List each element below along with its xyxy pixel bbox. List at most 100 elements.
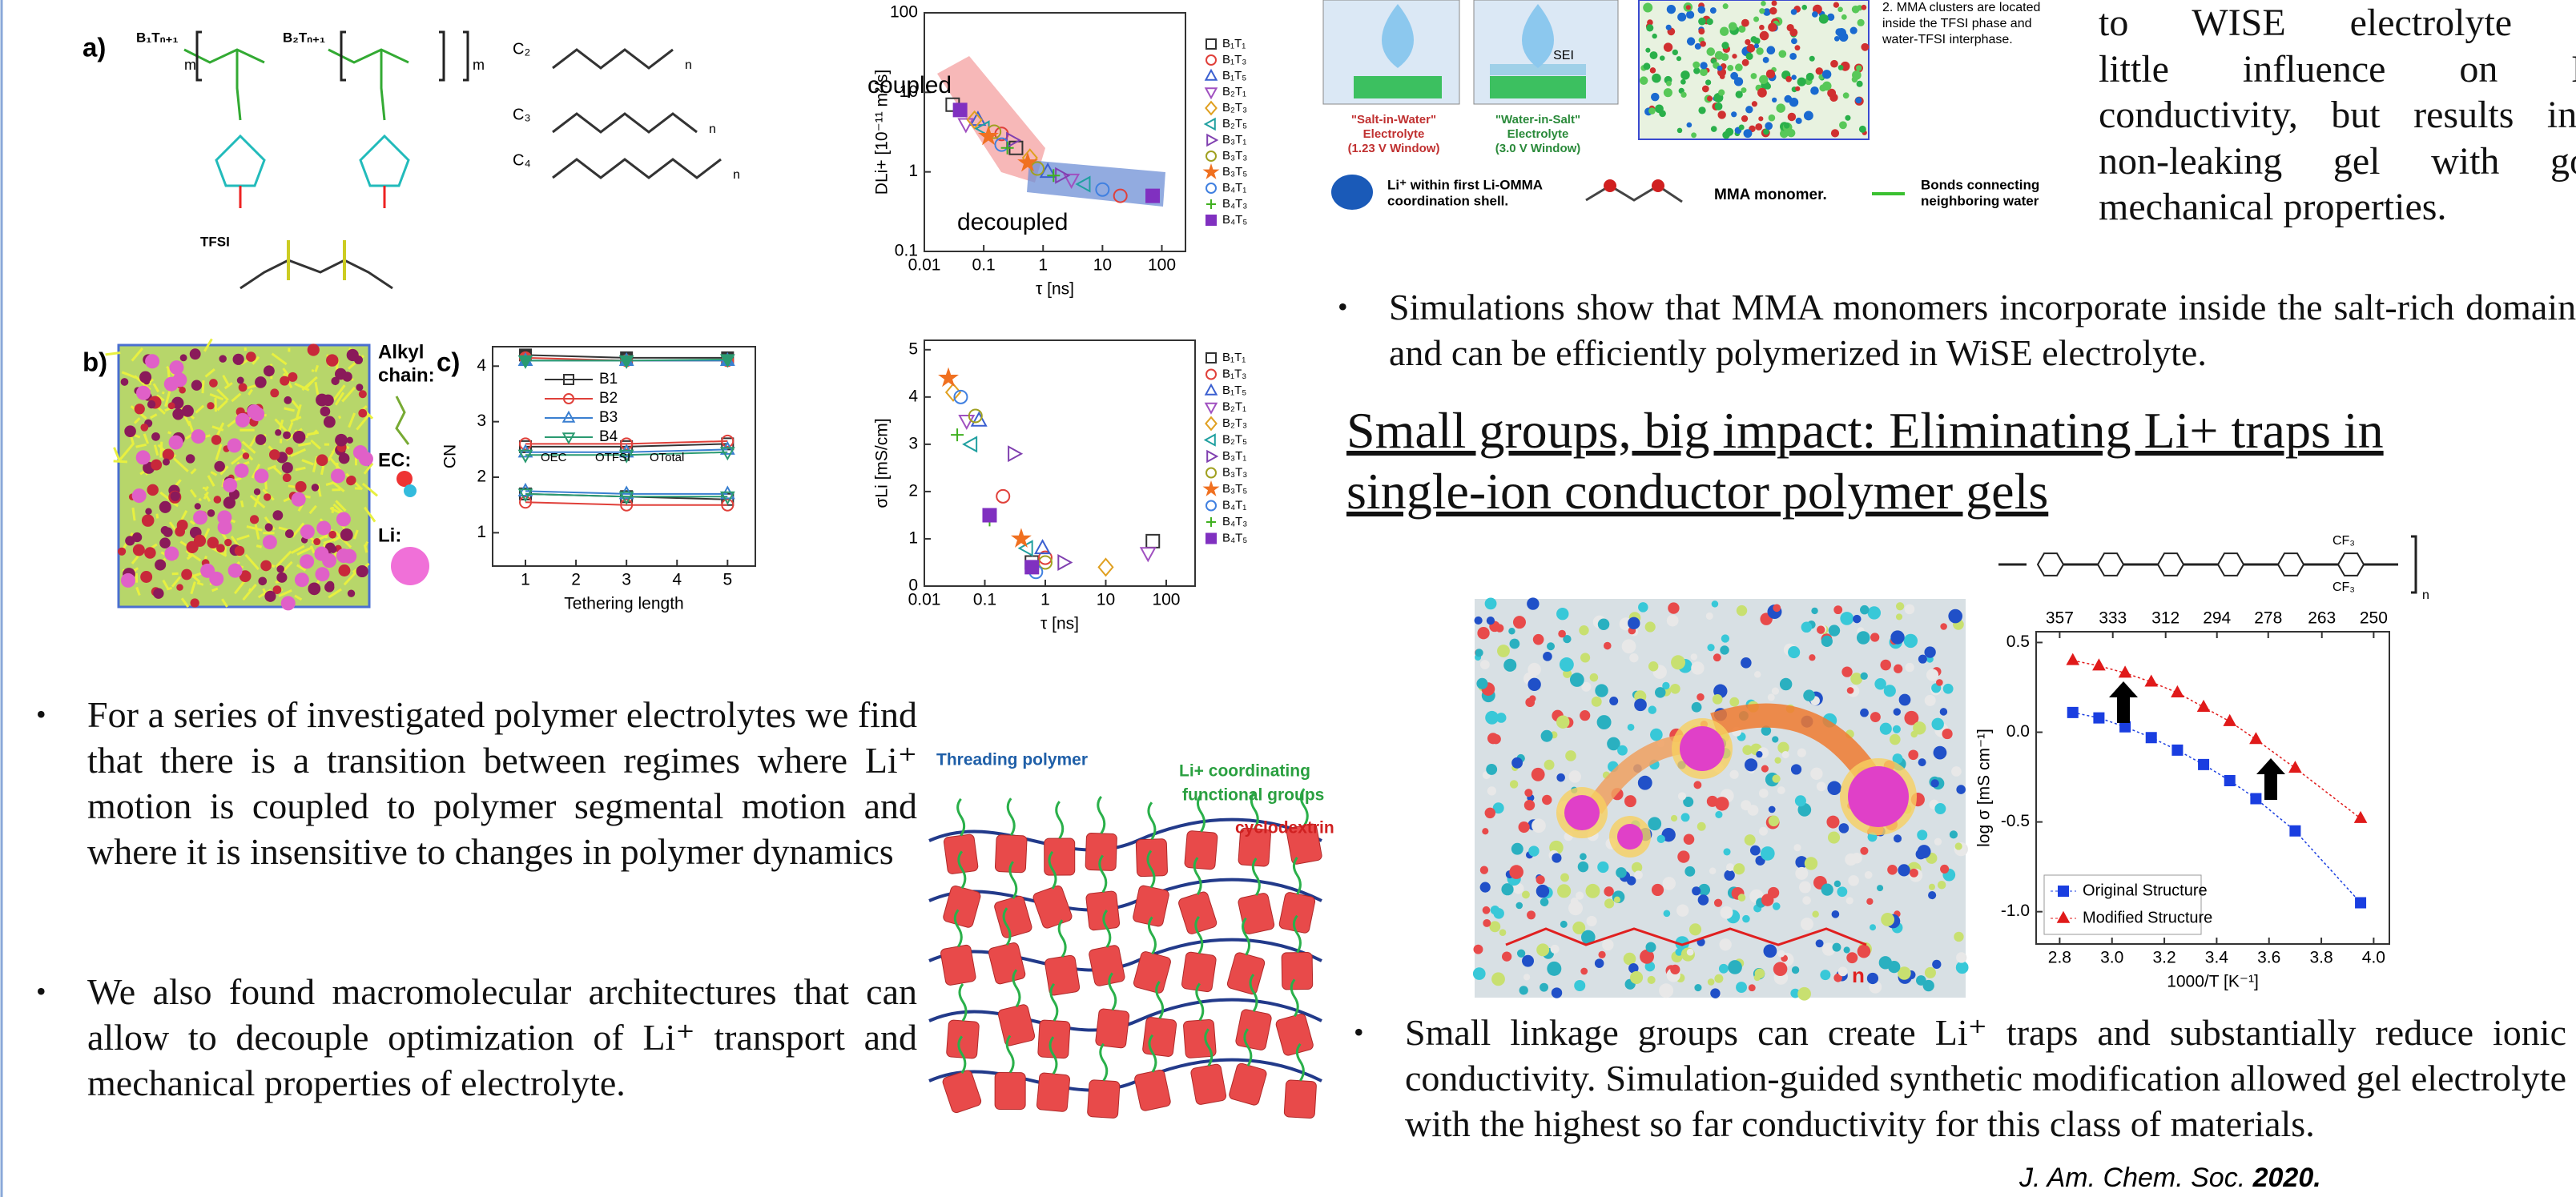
data-point xyxy=(983,508,996,521)
atom xyxy=(135,404,145,414)
atom xyxy=(1817,625,1825,633)
atom xyxy=(342,372,352,381)
atom xyxy=(1650,67,1656,73)
atom xyxy=(1769,816,1780,827)
x2-tick-label: 263 xyxy=(2308,609,2336,628)
atom xyxy=(1664,88,1672,97)
atom xyxy=(1795,795,1806,806)
atom xyxy=(1812,911,1818,918)
li-ion xyxy=(235,464,249,478)
atom xyxy=(324,416,336,428)
cyclodextrin-ring xyxy=(1085,833,1117,870)
cyclodextrin-ring xyxy=(1038,1020,1071,1058)
atom xyxy=(219,355,227,363)
atom xyxy=(1487,786,1496,795)
data-point xyxy=(996,490,1009,503)
chain xyxy=(199,499,201,501)
cyclodextrin-ring xyxy=(1282,952,1313,990)
atom xyxy=(1954,932,1963,942)
atom xyxy=(1742,915,1750,923)
atom xyxy=(1713,653,1721,661)
atom xyxy=(1795,867,1808,880)
text-line: mechanical properties. xyxy=(2099,184,2576,231)
atom xyxy=(1898,864,1910,876)
atom xyxy=(354,355,363,364)
atom xyxy=(1865,871,1873,879)
legend-label: B₂T₃ xyxy=(1222,101,1247,114)
atom xyxy=(265,523,272,529)
x-tick-label: 2.8 xyxy=(2048,949,2071,967)
chain xyxy=(162,392,164,393)
atom xyxy=(1899,694,1911,706)
atom xyxy=(1797,749,1806,757)
atom xyxy=(1860,709,1869,717)
cyclodextrin-ring xyxy=(1275,1013,1314,1056)
atom xyxy=(1707,96,1713,102)
atom xyxy=(326,581,334,589)
li-ion xyxy=(336,512,351,526)
label: "Salt-in-Water" xyxy=(1351,113,1436,127)
atom xyxy=(1698,18,1706,26)
cyclodextrin-ring xyxy=(1036,1073,1070,1112)
data-point xyxy=(1205,435,1215,445)
atom xyxy=(1648,817,1661,830)
atom xyxy=(1528,846,1539,856)
label: C₄ xyxy=(513,151,531,169)
cyclodextrin-ring xyxy=(1177,891,1218,935)
atom xyxy=(1714,974,1723,983)
atom xyxy=(1638,602,1648,613)
x-tick-label: 3.4 xyxy=(2205,949,2229,967)
data-point xyxy=(2059,886,2068,896)
atom xyxy=(191,380,202,390)
atom xyxy=(1587,916,1597,926)
atom xyxy=(1843,92,1849,98)
atom xyxy=(1840,612,1854,625)
benzene xyxy=(2098,553,2123,576)
atom xyxy=(1565,750,1576,761)
atom xyxy=(1916,975,1926,986)
li-ion xyxy=(169,436,183,450)
atom xyxy=(1765,122,1773,130)
atom xyxy=(1604,886,1613,896)
atom xyxy=(1942,729,1952,739)
data-point xyxy=(1025,560,1038,573)
atom xyxy=(1702,86,1709,93)
legend-label: B₃T₃ xyxy=(1222,149,1247,163)
atom xyxy=(1717,66,1723,71)
atom xyxy=(1956,952,1966,962)
atom xyxy=(1795,86,1800,91)
atom xyxy=(1861,43,1869,51)
atom xyxy=(1870,712,1881,722)
atom xyxy=(264,493,271,500)
atom xyxy=(1705,79,1711,85)
bullet: For a series of investigated polymer ele… xyxy=(36,692,917,874)
text-line: conductivity, but results in a xyxy=(2099,92,2576,139)
atom xyxy=(1797,78,1806,86)
atom xyxy=(1597,715,1612,729)
legend-label: B₄T₁ xyxy=(1222,498,1246,512)
atom xyxy=(1640,76,1648,85)
electrode xyxy=(1490,76,1586,98)
atom xyxy=(1750,846,1761,856)
atom xyxy=(163,448,175,460)
data-point xyxy=(1008,447,1021,461)
atom xyxy=(235,546,245,556)
chain xyxy=(161,442,162,458)
atom xyxy=(1728,960,1742,974)
data-point xyxy=(1205,70,1216,80)
bullet-text: Small linkage groups can create Li⁺ trap… xyxy=(1405,1012,2566,1144)
li-ion xyxy=(1564,795,1600,830)
y-tick-label: 0.5 xyxy=(2006,633,2030,651)
atom xyxy=(1651,93,1660,102)
atom xyxy=(1867,973,1878,984)
atom xyxy=(1519,821,1530,833)
atom xyxy=(1766,70,1775,78)
wise-text: to WISE electrolyte has little influence… xyxy=(2099,0,2576,232)
atom xyxy=(1590,673,1599,682)
cyclodextrin-ring xyxy=(995,1073,1025,1110)
label: n xyxy=(709,123,716,136)
atom xyxy=(1602,939,1613,950)
legend-label: B₃T₁ xyxy=(1222,133,1246,147)
atom xyxy=(1595,958,1604,968)
atom xyxy=(1499,929,1507,936)
